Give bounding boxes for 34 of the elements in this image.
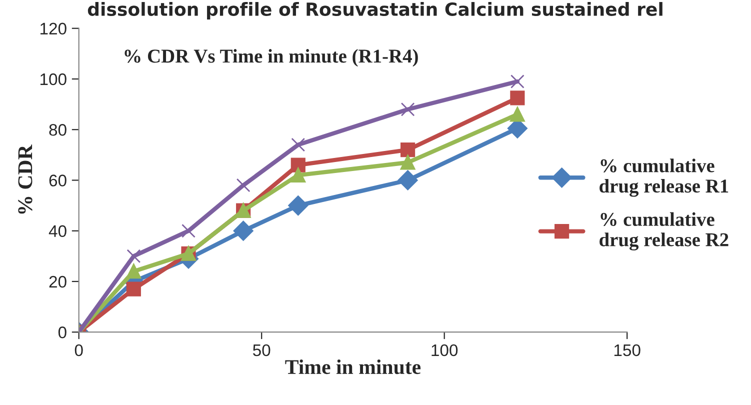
- y-tick-label: 100: [40, 73, 66, 86]
- point: [510, 90, 525, 106]
- y-tick-label: 80: [49, 124, 66, 136]
- legend-label: % cumulative drug release R1: [600, 158, 728, 197]
- point: [290, 158, 306, 172]
- text: % CDR Vs Time in minute (R1-R4): [124, 49, 418, 67]
- point: [288, 196, 308, 216]
- point: [126, 264, 141, 279]
- text: dissolution profile of Rosuvastatin Calcium sustained rel: [88, 2, 662, 20]
- x-tick-label: 50: [252, 344, 270, 356]
- point: [290, 168, 306, 182]
- point: [291, 138, 306, 152]
- x-tick-label: 0: [74, 344, 83, 356]
- point: [233, 220, 254, 241]
- point: [400, 155, 416, 170]
- point: [398, 170, 418, 190]
- x-tick-label: 150: [614, 344, 640, 356]
- legend-label: % cumulative drug release R2: [600, 212, 728, 250]
- point: [510, 74, 524, 88]
- y-axis-title: % CDR: [18, 144, 32, 214]
- point: [182, 224, 196, 238]
- y-tick-label: 20: [49, 276, 66, 288]
- point: [126, 249, 141, 264]
- y-tick-label: 120: [40, 22, 66, 35]
- x-tick-label: 100: [432, 344, 458, 356]
- y-tick-label: 40: [48, 225, 66, 238]
- y-tick-label: 0: [58, 326, 66, 338]
- point: [236, 178, 250, 192]
- point: [400, 142, 416, 158]
- point: [510, 107, 525, 122]
- point: [126, 282, 141, 296]
- x-axis-title: Time in minute: [285, 359, 421, 374]
- y-tick-label: 60: [49, 174, 66, 186]
- point: [400, 102, 415, 116]
